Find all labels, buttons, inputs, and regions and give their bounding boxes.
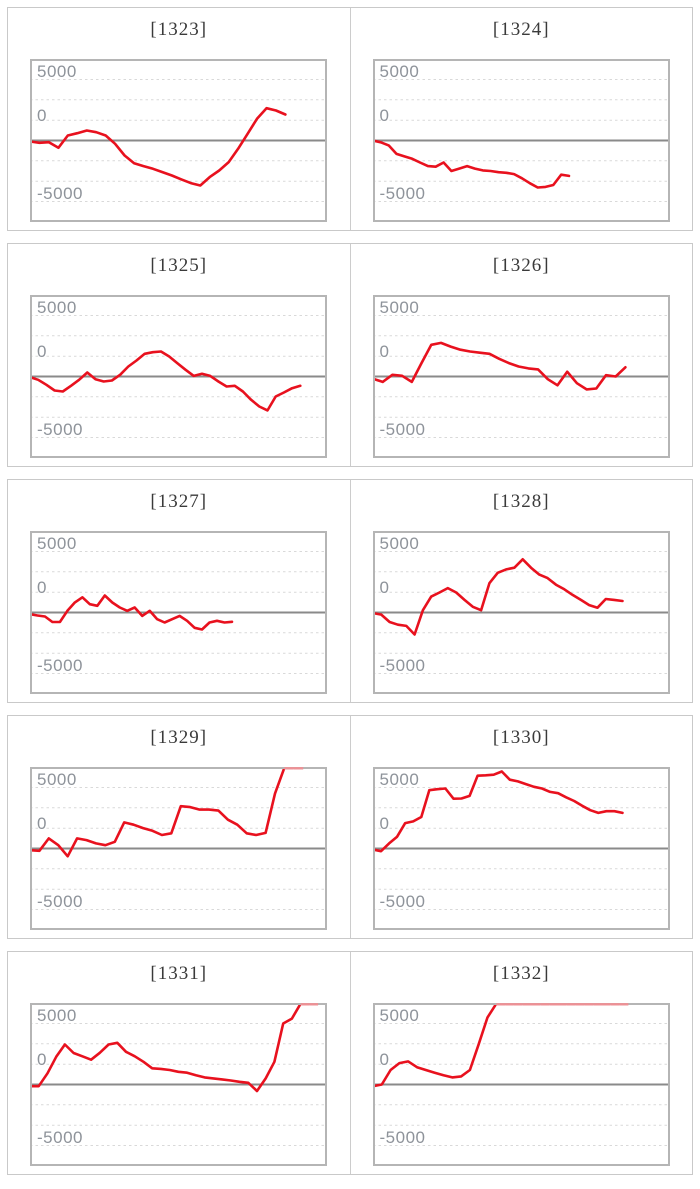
- chart-panel: [1328] 5000 0 -5000: [349, 480, 693, 702]
- chart-canvas: [372, 59, 670, 222]
- chart-row-card: [1331] 5000 0 -5000 [1332] 5000 0 -5000: [7, 951, 693, 1175]
- y-axis-label-zero: 0: [37, 106, 47, 125]
- data-series-line: [30, 1003, 320, 1093]
- y-axis-label-pos5000: 5000: [379, 770, 420, 789]
- y-axis-label-zero: 0: [379, 342, 390, 361]
- plot-area: 5000 0 -5000: [372, 531, 670, 694]
- chart-canvas: [30, 59, 327, 222]
- chart-row-card: [1323] 5000 0 -5000 [1324] 5000 0 -5000: [7, 7, 693, 231]
- data-series-line: [372, 770, 624, 853]
- y-axis-label-pos5000: 5000: [37, 534, 77, 553]
- plot-area: 5000 0 -5000: [372, 59, 670, 222]
- chart-panel: [1325] 5000 0 -5000: [8, 244, 350, 466]
- chart-canvas: [30, 295, 327, 458]
- y-axis-label-neg5000: -5000: [37, 892, 83, 911]
- y-axis-label-pos5000: 5000: [37, 62, 77, 81]
- y-axis-label-pos5000: 5000: [37, 770, 77, 789]
- plot-border: [30, 295, 327, 458]
- y-axis-label-pos5000: 5000: [37, 1006, 77, 1025]
- plot-area: 5000 0 -5000: [30, 767, 327, 930]
- chart-canvas: [372, 767, 670, 930]
- chart-row-card: [1325] 5000 0 -5000 [1326] 5000 0 -5000: [7, 243, 693, 467]
- chart-panel: [1327] 5000 0 -5000: [8, 480, 350, 702]
- plot-border: [30, 531, 327, 694]
- chart-panel: [1330] 5000 0 -5000: [349, 716, 693, 938]
- data-series-line: [30, 106, 287, 187]
- chart-canvas: [372, 1003, 670, 1166]
- data-series-line: [30, 594, 234, 631]
- y-axis-label-zero: 0: [379, 578, 390, 597]
- plot-border: [372, 59, 670, 222]
- chart-row-card: [1329] 5000 0 -5000 [1330] 5000 0 -5000: [7, 715, 693, 939]
- plot-area: 5000 0 -5000: [372, 295, 670, 458]
- y-axis-label-neg5000: -5000: [37, 420, 83, 439]
- data-series-line: [30, 767, 305, 858]
- chart-title: [1332]: [492, 963, 550, 984]
- data-series-line: [30, 350, 302, 412]
- data-series-line: [372, 557, 624, 636]
- plot-border: [30, 767, 327, 930]
- chart-title: [1329]: [150, 727, 208, 748]
- chart-panel: [1329] 5000 0 -5000: [8, 716, 350, 938]
- y-axis-label-pos5000: 5000: [379, 298, 420, 317]
- chart-title: [1328]: [492, 491, 550, 512]
- plot-border: [30, 59, 327, 222]
- plot-border: [372, 767, 670, 930]
- chart-title: [1325]: [150, 255, 208, 276]
- plot-area: 5000 0 -5000: [30, 59, 327, 222]
- y-axis-label-pos5000: 5000: [379, 1006, 420, 1025]
- chart-title: [1323]: [150, 19, 208, 40]
- plot-area: 5000 0 -5000: [372, 767, 670, 930]
- plot-area: 5000 0 -5000: [372, 1003, 670, 1166]
- chart-title: [1330]: [492, 727, 550, 748]
- chart-panel: [1323] 5000 0 -5000: [8, 8, 350, 230]
- y-axis-label-neg5000: -5000: [379, 1128, 426, 1147]
- chart-canvas: [30, 1003, 327, 1166]
- chart-panel: [1331] 5000 0 -5000: [8, 952, 350, 1174]
- chart-panel: [1324] 5000 0 -5000: [349, 8, 693, 230]
- chart-title: [1331]: [150, 963, 208, 984]
- y-axis-label-neg5000: -5000: [379, 892, 426, 911]
- chart-panel: [1332] 5000 0 -5000: [349, 952, 693, 1174]
- y-axis-label-neg5000: -5000: [379, 656, 426, 675]
- y-axis-label-neg5000: -5000: [379, 184, 426, 203]
- chart-canvas: [372, 295, 670, 458]
- y-axis-label-neg5000: -5000: [37, 1128, 83, 1147]
- chart-title: [1326]: [492, 255, 550, 276]
- plot-border: [30, 1003, 327, 1166]
- y-axis-label-zero: 0: [37, 578, 47, 597]
- data-series-line: [372, 341, 627, 391]
- y-axis-label-pos5000: 5000: [37, 298, 77, 317]
- chart-canvas: [30, 531, 327, 694]
- chart-title: [1324]: [492, 19, 550, 40]
- chart-canvas: [30, 767, 327, 930]
- plot-border: [372, 531, 670, 694]
- plot-border: [372, 295, 670, 458]
- y-axis-label-pos5000: 5000: [379, 534, 420, 553]
- y-axis-label-zero: 0: [37, 1050, 47, 1069]
- chart-row-card: [1327] 5000 0 -5000 [1328] 5000 0 -5000: [7, 479, 693, 703]
- y-axis-label-zero: 0: [379, 814, 390, 833]
- y-axis-label-zero: 0: [37, 814, 47, 833]
- y-axis-label-neg5000: -5000: [37, 184, 83, 203]
- y-axis-label-neg5000: -5000: [379, 420, 426, 439]
- y-axis-label-zero: 0: [379, 1050, 390, 1069]
- y-axis-label-neg5000: -5000: [37, 656, 83, 675]
- y-axis-label-pos5000: 5000: [379, 62, 420, 81]
- data-series-line: [372, 139, 570, 189]
- chart-canvas: [372, 531, 670, 694]
- chart-panel: [1326] 5000 0 -5000: [349, 244, 693, 466]
- plot-area: 5000 0 -5000: [30, 295, 327, 458]
- y-axis-label-zero: 0: [379, 106, 390, 125]
- plot-area: 5000 0 -5000: [30, 1003, 327, 1166]
- chart-title: [1327]: [150, 491, 208, 512]
- y-axis-label-zero: 0: [37, 342, 47, 361]
- plot-area: 5000 0 -5000: [30, 531, 327, 694]
